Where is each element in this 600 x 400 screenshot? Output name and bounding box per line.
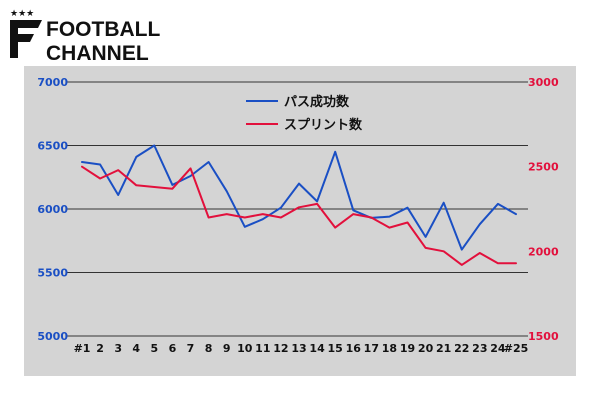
x-tick-label: 23 [472,342,487,355]
left-tick-label: 6500 [37,140,68,153]
right-tick-label: 2000 [528,245,559,258]
x-tick-label: 4 [132,342,140,355]
left-tick-label: 5000 [37,330,68,343]
x-tick-label: 21 [436,342,451,355]
x-tick-label: 18 [382,342,397,355]
left-tick-label: 6000 [37,203,68,216]
series-lines [81,144,517,266]
legend-label: スプリント数 [284,117,363,133]
left-tick-label: 5500 [37,267,68,280]
right-tick-label: 2500 [528,161,559,174]
series-line-passes [81,144,517,251]
x-tick-label: 12 [273,342,288,355]
x-tick-label: 13 [291,342,306,355]
logo-line2: CHANNEL [46,42,149,64]
x-axis: #1 2 3 4 5 6 7 8 9 10 11 12 13 14 15 16 17 18 19 20 21 22 23 24… [74,342,529,355]
left-y-axis: 5000 5500 6000 6500 7000 [37,76,68,343]
x-tick-label: 10 [237,342,253,355]
x-tick-label: 20 [418,342,434,355]
x-tick-label: 15 [328,342,343,355]
plot-background [24,66,576,376]
x-tick-label: 11 [255,342,270,355]
right-tick-label: 1500 [528,330,559,343]
series-line-sprints [81,165,517,266]
x-tick-label: #25 [504,342,529,355]
x-tick-label: 17 [364,342,379,355]
x-tick-label: 24 [490,342,506,355]
x-tick-label: 16 [346,342,362,355]
x-tick-label: 7 [187,342,195,355]
x-tick-label: 2 [96,342,104,355]
logo-line1: FOOTBALL [46,18,160,41]
right-tick-label: 3000 [528,76,559,89]
logo-stars: ★★★ [10,9,34,19]
logo-emblem-icon [10,20,42,58]
left-tick-label: 7000 [37,76,68,89]
x-tick-label: 22 [454,342,469,355]
x-tick-label: 3 [114,342,122,355]
x-tick-label: 6 [169,342,177,355]
x-tick-label: 8 [205,342,213,355]
x-tick-label: 19 [400,342,415,355]
x-tick-label: 9 [223,342,231,355]
brand-logo: ★★★ FOOTBALL CHANNEL [10,9,160,64]
right-y-axis: 1500 2000 2500 3000 [528,76,559,343]
x-tick-label: #1 [74,342,91,355]
x-tick-label: 14 [309,342,325,355]
legend-label: パス成功数 [284,94,350,110]
x-tick-label: 5 [151,342,159,355]
